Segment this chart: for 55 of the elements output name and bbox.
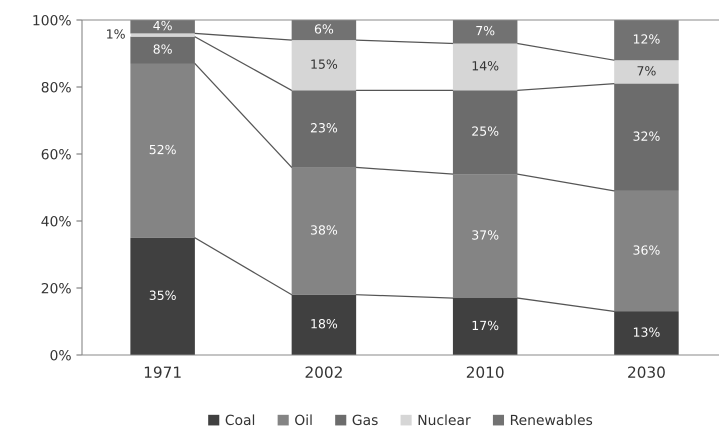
data-label: 18% bbox=[311, 319, 338, 328]
data-label: 32% bbox=[633, 131, 660, 141]
y-tick-label: 80% bbox=[42, 82, 71, 92]
data-label: 23% bbox=[310, 123, 338, 132]
y-tick-label: 40% bbox=[41, 216, 71, 226]
legend-label: Nuclear bbox=[418, 414, 471, 426]
legend-label: Coal bbox=[226, 414, 254, 426]
x-tick-label: 2010 bbox=[466, 366, 504, 378]
bar bbox=[614, 84, 679, 191]
x-tick-label: 2030 bbox=[628, 366, 665, 378]
bar bbox=[614, 311, 679, 355]
data-label: 35% bbox=[150, 290, 176, 300]
bar bbox=[292, 40, 356, 90]
bar bbox=[130, 36, 195, 64]
bar bbox=[130, 238, 195, 355]
bar bbox=[292, 20, 356, 40]
data-label: 7% bbox=[638, 66, 656, 76]
bar bbox=[292, 90, 356, 168]
data-label: 12% bbox=[634, 34, 660, 44]
legend-label: Renewables bbox=[510, 414, 592, 426]
data-label: 6% bbox=[314, 24, 334, 34]
legend-label: Oil bbox=[295, 414, 312, 426]
data-label: 8% bbox=[154, 44, 172, 54]
data-label: 14% bbox=[472, 61, 498, 71]
bar bbox=[614, 190, 679, 312]
y-tick-label: 20% bbox=[42, 282, 71, 294]
bar bbox=[614, 60, 679, 84]
bar bbox=[452, 298, 518, 355]
data-label: 7% bbox=[476, 26, 494, 36]
data-label: 4% bbox=[153, 20, 172, 30]
bar bbox=[130, 20, 195, 34]
legend-label: Gas bbox=[352, 414, 378, 426]
bar bbox=[452, 20, 518, 44]
data-label: 52% bbox=[150, 144, 176, 154]
bar bbox=[452, 174, 518, 298]
y-tick-label: 0% bbox=[50, 350, 71, 360]
data-label: 37% bbox=[472, 230, 498, 240]
y-tick-label: 60% bbox=[42, 148, 71, 160]
data-label: 1% bbox=[107, 29, 125, 39]
data-label: 36% bbox=[633, 245, 660, 255]
bar bbox=[292, 167, 356, 295]
data-label: 13% bbox=[634, 327, 660, 337]
bar bbox=[130, 33, 195, 37]
bar bbox=[452, 90, 518, 174]
data-label: 17% bbox=[472, 320, 498, 330]
x-tick-label: 1971 bbox=[144, 366, 181, 378]
bar bbox=[614, 20, 679, 60]
data-label: 25% bbox=[472, 126, 498, 136]
data-label: 38% bbox=[310, 225, 338, 235]
bar bbox=[452, 43, 518, 90]
bar bbox=[292, 294, 356, 355]
bar bbox=[130, 64, 195, 238]
data-label: 15% bbox=[311, 59, 338, 69]
y-tick-label: 100% bbox=[33, 14, 71, 26]
x-tick-label: 2002 bbox=[306, 366, 342, 378]
